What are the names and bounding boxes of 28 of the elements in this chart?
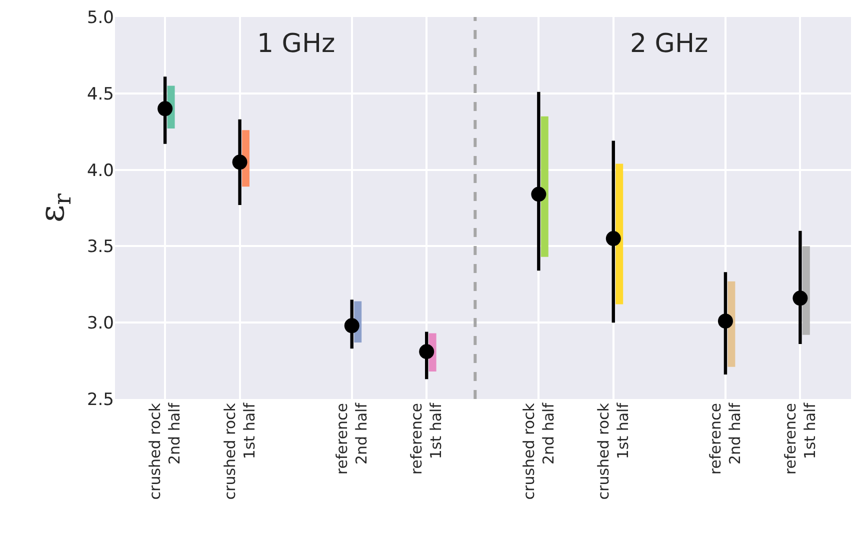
bar (540, 116, 548, 257)
point (232, 154, 248, 170)
annotation: 1 GHz (257, 29, 336, 59)
x-tick-label: reference 1st half (781, 402, 819, 475)
y-tick-label: 2.5 (86, 390, 114, 410)
y-tick-label: 5.0 (86, 8, 114, 28)
bar (802, 246, 810, 335)
x-tick-label: crushed rock 1st half (594, 402, 632, 500)
x-tick-label: reference 2nd half (706, 402, 744, 475)
y-tick-label: 3.5 (86, 237, 114, 258)
point (419, 344, 434, 360)
annotation: 2 GHz (630, 29, 708, 59)
bar (728, 281, 736, 367)
x-tick-label: crushed rock 1st half (220, 402, 258, 500)
x-tick-label: reference 2nd half (332, 402, 370, 475)
point (344, 318, 360, 334)
point (718, 314, 733, 329)
x-tick-label: crushed rock 2nd half (520, 402, 558, 500)
bar (616, 164, 624, 304)
x-tick-label: reference 1st half (408, 402, 446, 475)
x-tick-label: crushed rock 2nd half (146, 402, 184, 500)
y-tick-label: 4.5 (86, 84, 114, 104)
y-tick-label: 3.0 (86, 314, 114, 334)
point (531, 186, 546, 202)
y-tick-label: 4.0 (86, 160, 114, 181)
point (158, 101, 173, 116)
point (606, 231, 621, 246)
point (792, 290, 808, 306)
